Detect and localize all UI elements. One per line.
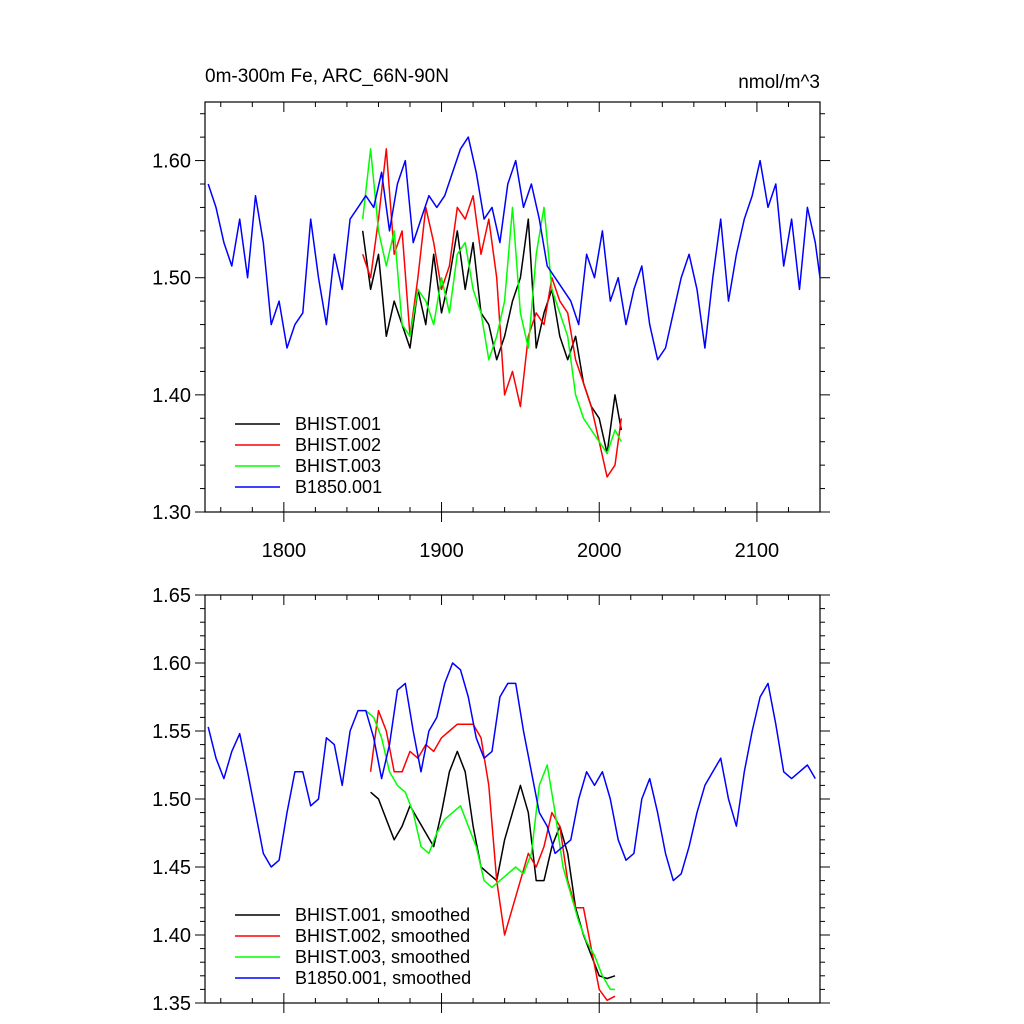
legend-label: B1850.001, smoothed xyxy=(295,968,471,988)
series-line-b1850-001 xyxy=(207,136,821,361)
y-tick-label: 1.55 xyxy=(152,721,191,743)
y-tick-label: 1.50 xyxy=(152,789,191,811)
legend-label: B1850.001 xyxy=(295,477,382,497)
plot-frame xyxy=(204,101,821,513)
top-panel: 0m-300m Fe, ARC_66N-90N nmol/m^3 1.30 1.4… xyxy=(152,66,830,562)
series-line-b1850-001-smoothed xyxy=(207,662,816,882)
x-tick-label: 1900 xyxy=(419,540,464,562)
series-line-bhist-001 xyxy=(361,218,623,455)
y-tick-label: 1.50 xyxy=(152,268,191,290)
y-tick-label: 1.45 xyxy=(152,857,191,879)
legend-label: BHIST.003, smoothed xyxy=(295,947,470,967)
legend-label: BHIST.002, smoothed xyxy=(295,926,470,946)
y-tick-label: 1.60 xyxy=(152,151,191,173)
series-line-bhist-002 xyxy=(361,148,623,478)
y-tick-label: 1.40 xyxy=(152,385,191,407)
y-tick-label: 1.40 xyxy=(152,925,191,947)
legend-label: BHIST.003 xyxy=(295,456,381,476)
series-line-bhist-003-smoothed xyxy=(365,710,615,991)
y-tick-label: 1.35 xyxy=(152,993,191,1015)
legend-label: BHIST.001 xyxy=(295,414,381,434)
y-tick-label: 1.65 xyxy=(152,585,191,607)
x-tick-label: 2000 xyxy=(577,540,622,562)
series-line-bhist-002-smoothed xyxy=(369,709,616,1002)
x-tick-label: 2100 xyxy=(735,540,780,562)
x-tick-label: 1800 xyxy=(262,540,307,562)
legend-label: BHIST.002 xyxy=(295,435,381,455)
top-panel-title: 0m-300m Fe, ARC_66N-90N xyxy=(205,66,449,87)
series-line-bhist-003 xyxy=(361,148,622,455)
y-tick-label: 1.60 xyxy=(152,653,191,675)
top-panel-units: nmol/m^3 xyxy=(738,72,820,93)
legend-label: BHIST.001, smoothed xyxy=(295,905,470,925)
bottom-panel: 1.35 1.40 1.45 1.50 1.55 1.60 1.65 BHIST.001, … xyxy=(152,585,830,1015)
y-tick-label: 1.30 xyxy=(152,502,191,524)
